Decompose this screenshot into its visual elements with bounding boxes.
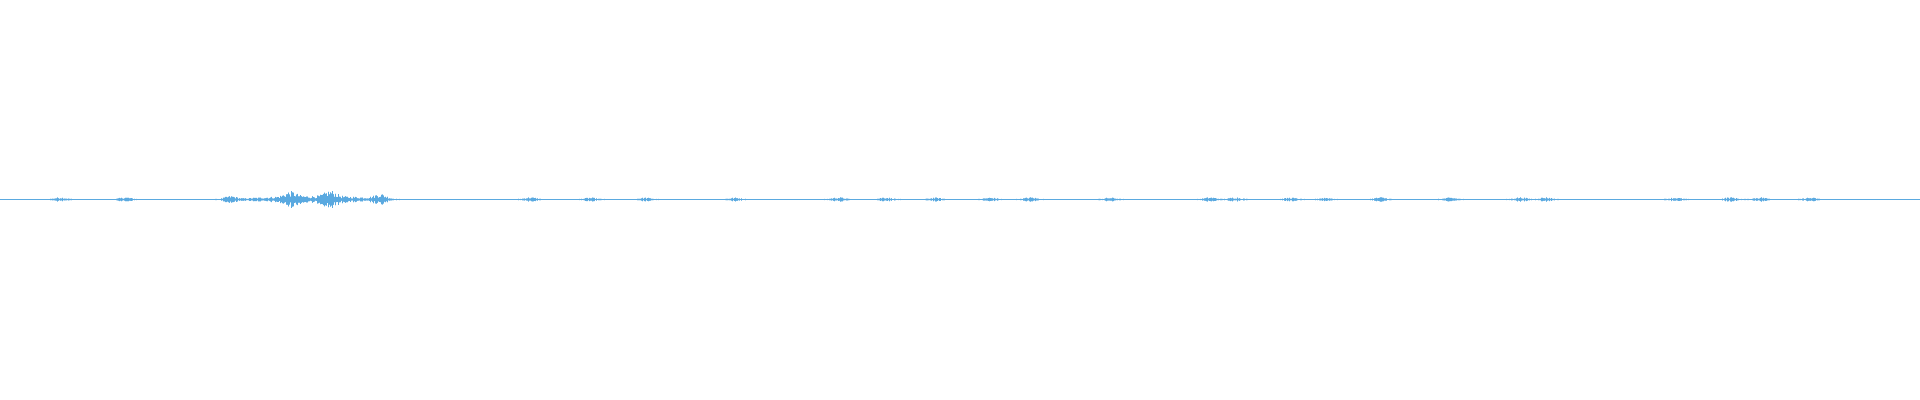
waveform-path: [3, 191, 1914, 208]
